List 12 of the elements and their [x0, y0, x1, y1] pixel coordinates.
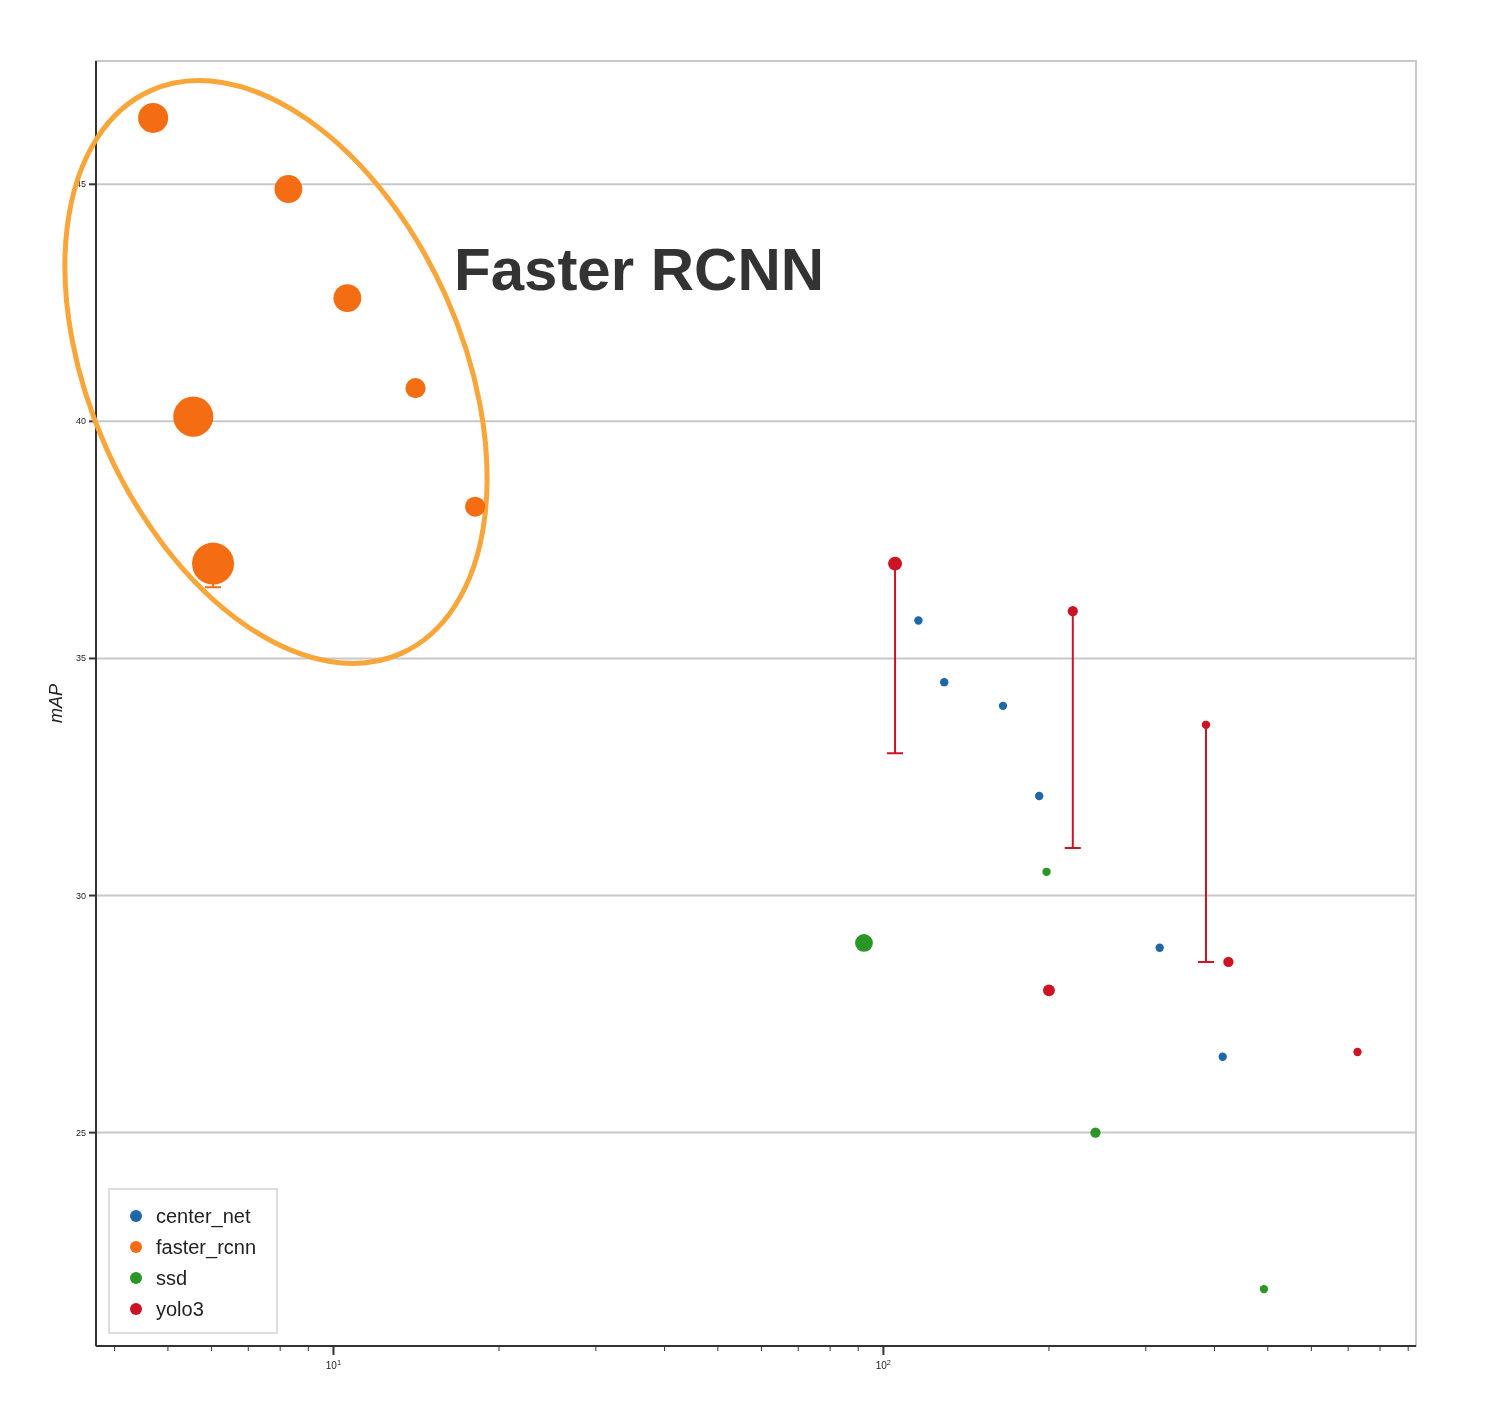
x-tick-label: 10$^{2}$	[875, 1357, 892, 1371]
y-axis-title: mAP	[46, 683, 66, 724]
y-tick-label: 25	[75, 1127, 86, 1138]
y-tick-label: 30	[75, 890, 86, 901]
y-tick-label: 40	[75, 416, 86, 427]
legend-label: faster_rcnn	[156, 1236, 257, 1259]
legend-label: ssd	[156, 1267, 188, 1289]
y-tick-label: 35	[75, 653, 86, 664]
legend-label: center_net	[156, 1205, 251, 1228]
annotation: Faster RCNN	[454, 236, 825, 303]
x-tick-label: 10$^{1}$	[325, 1357, 342, 1371]
legend-label: yolo3	[156, 1298, 204, 1320]
